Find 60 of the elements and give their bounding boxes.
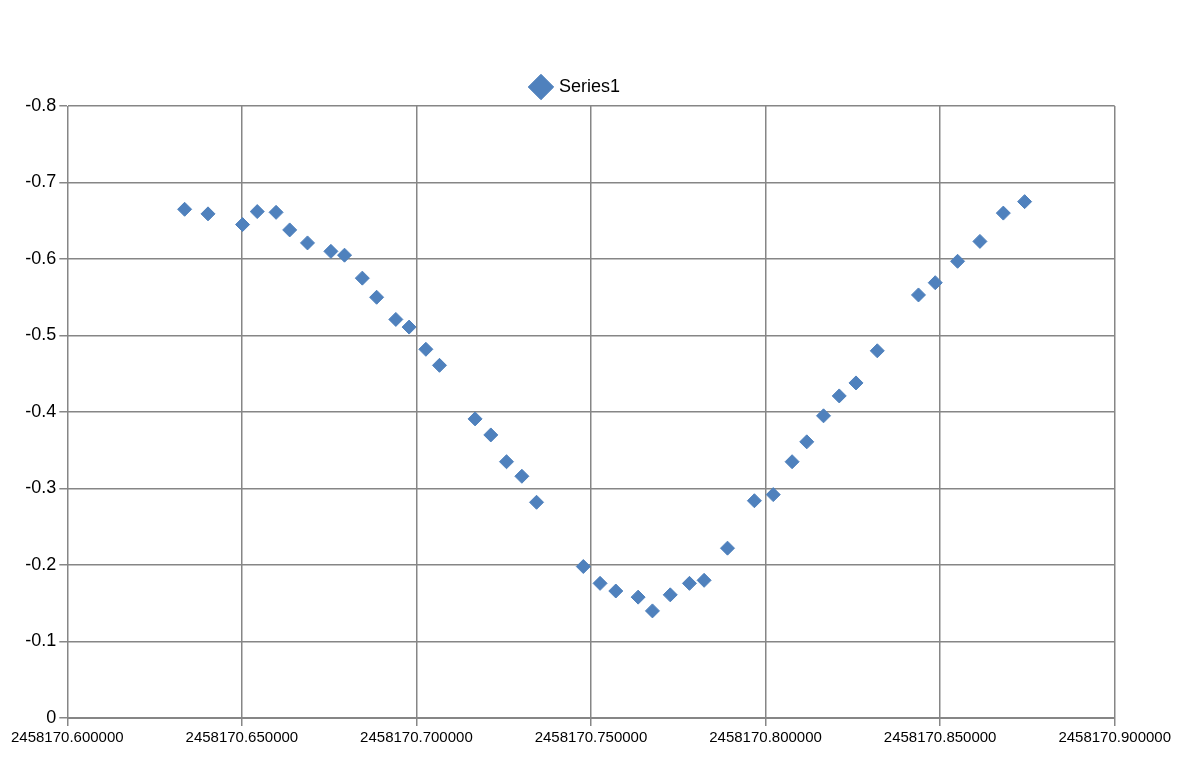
point [720, 540, 736, 556]
point [323, 243, 339, 259]
point [784, 454, 800, 470]
legend-label: Series1 [558, 75, 621, 96]
point [995, 205, 1011, 221]
point [401, 319, 417, 335]
point [268, 204, 284, 220]
point [249, 204, 265, 220]
point [369, 289, 385, 305]
point [869, 343, 885, 359]
point [662, 587, 678, 603]
point [282, 222, 298, 238]
point [514, 468, 530, 484]
point [592, 575, 608, 591]
point [467, 411, 483, 427]
y-tick-label: -0.3 [25, 477, 57, 498]
point [927, 275, 943, 291]
point [910, 287, 926, 303]
point [765, 487, 781, 503]
y-tick-label: -0.2 [25, 553, 57, 574]
x-tick-label: 2458170.600000 [11, 728, 124, 746]
y-tick-label: 0 [46, 706, 57, 727]
point [608, 583, 624, 599]
point [848, 375, 864, 391]
x-tick-label: 2458170.750000 [534, 728, 648, 746]
point [972, 233, 988, 249]
point [816, 408, 832, 424]
point [644, 603, 660, 619]
point [418, 341, 434, 357]
point [337, 247, 353, 263]
y-tick-label: -0.6 [25, 247, 57, 268]
point [499, 454, 515, 470]
point [529, 494, 545, 510]
point [746, 493, 762, 509]
point [630, 589, 646, 605]
point [696, 572, 712, 588]
y-tick-label: -0.8 [25, 94, 57, 115]
y-tick-label: -0.7 [25, 171, 57, 192]
point [235, 217, 251, 233]
x-tick-label: 2458170.700000 [360, 728, 473, 746]
point [431, 357, 447, 373]
point [483, 427, 499, 443]
x-tick-label: 2458170.800000 [709, 728, 822, 746]
point [300, 235, 316, 251]
point [354, 270, 370, 286]
point [575, 559, 591, 575]
point [831, 388, 847, 404]
x-tick-label: 2458170.650000 [185, 728, 299, 746]
y-tick-label: -0.1 [25, 630, 57, 651]
x-tick-label: 2458170.850000 [883, 728, 997, 746]
point [799, 434, 815, 450]
y-tick-label: -0.5 [25, 324, 57, 345]
x-tick-label: 2458170.900000 [1058, 728, 1171, 746]
y-tick-label: -0.4 [25, 400, 57, 421]
point [681, 575, 697, 591]
point [950, 253, 966, 269]
point [1017, 194, 1033, 210]
point [200, 206, 216, 222]
point [177, 201, 193, 217]
point [388, 311, 404, 327]
